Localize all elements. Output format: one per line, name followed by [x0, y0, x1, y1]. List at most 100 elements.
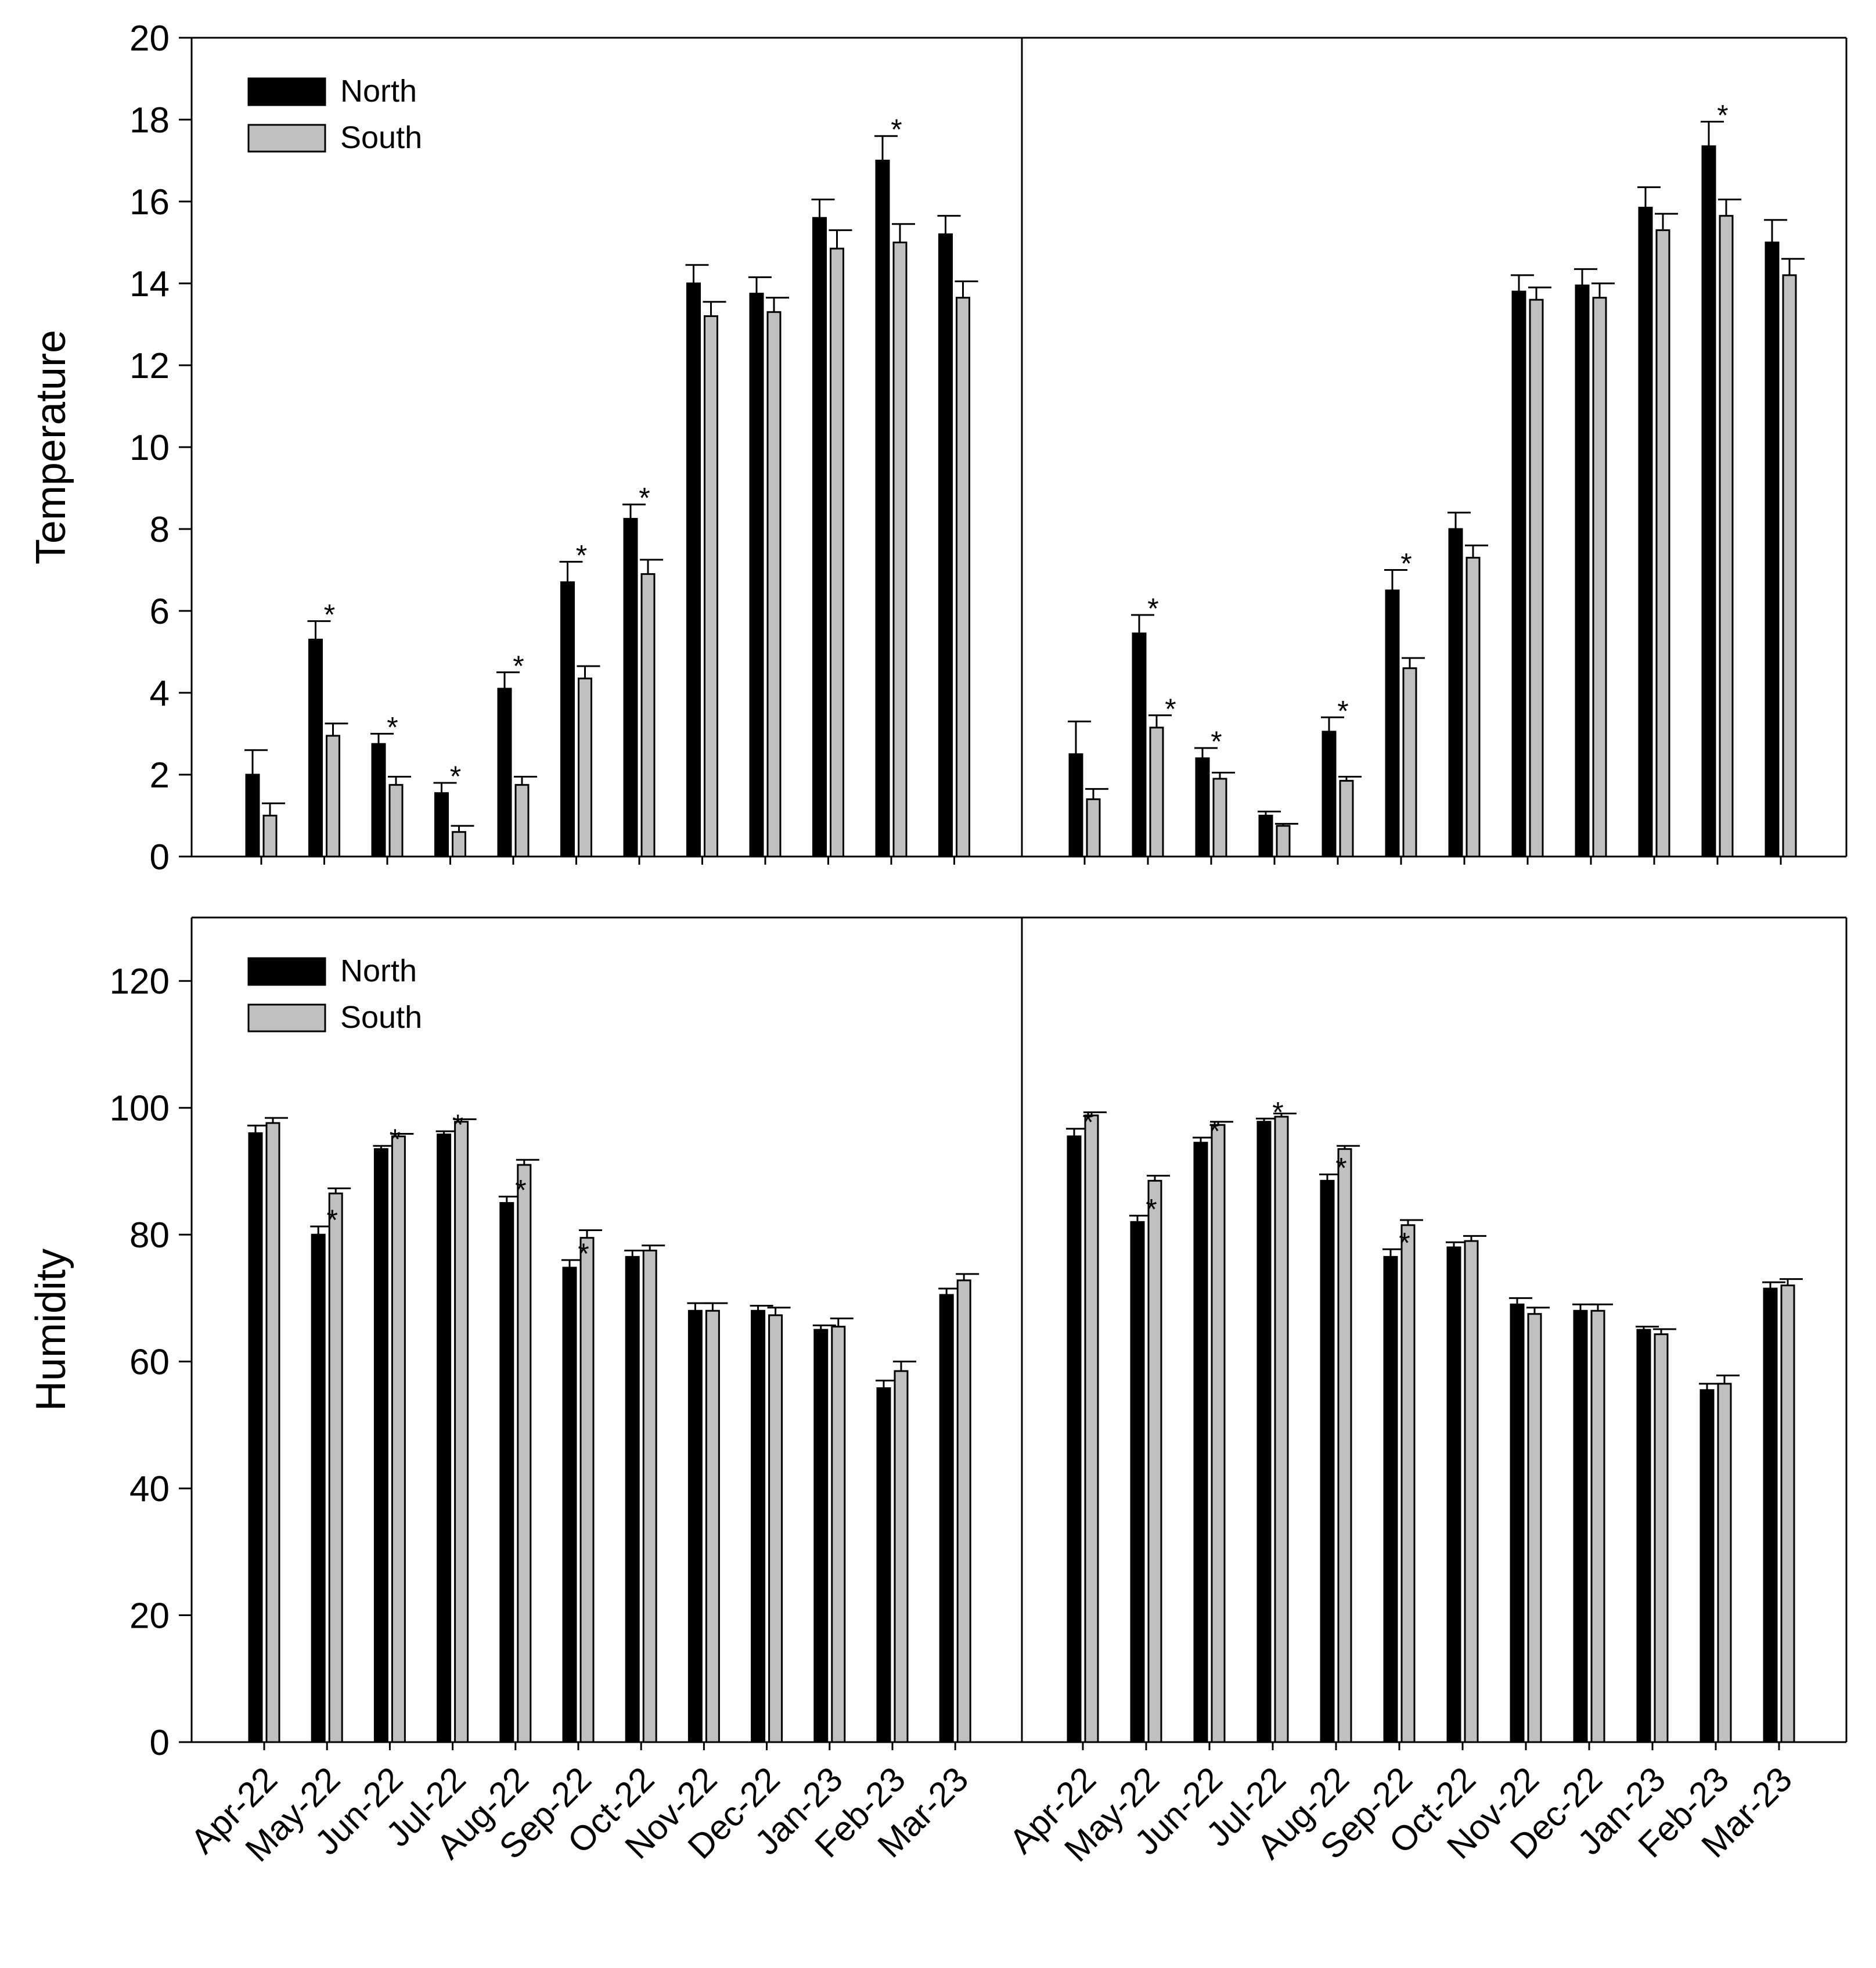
- significance-star: *: [1146, 1193, 1157, 1225]
- bar-north: [1638, 207, 1653, 858]
- y-tick-label: 2: [150, 755, 170, 796]
- y-tick-label: 100: [110, 1089, 170, 1129]
- bar-south: [328, 1192, 343, 1743]
- significance-star: *: [450, 760, 461, 793]
- bar-north: [1067, 1135, 1082, 1743]
- significance-star: *: [1272, 1096, 1283, 1128]
- bar-north: [687, 1309, 703, 1743]
- bar-south: [1655, 229, 1670, 858]
- significance-star: *: [1717, 99, 1728, 132]
- bar-north: [625, 1255, 640, 1743]
- significance-star: *: [515, 1174, 526, 1207]
- bar-north: [1385, 589, 1400, 858]
- bar-north: [1573, 1309, 1588, 1743]
- significance-star: *: [387, 711, 398, 744]
- legend-swatch-south: [247, 124, 326, 153]
- significance-star: *: [1335, 1152, 1346, 1184]
- bar-north: [1258, 815, 1273, 858]
- significance-star: *: [1082, 1106, 1093, 1139]
- bar-south: [326, 735, 340, 858]
- y-tick-label: 4: [150, 674, 170, 714]
- bar-north: [499, 1202, 514, 1743]
- bar-north: [434, 792, 449, 858]
- y-axis-title: Humidity: [28, 1249, 74, 1411]
- bar-north: [1130, 1221, 1145, 1743]
- y-tick-label: 16: [129, 182, 170, 222]
- bar-north: [1193, 1142, 1208, 1743]
- bar-south: [1782, 274, 1797, 858]
- bar-south: [1086, 798, 1101, 858]
- bar-south: [1780, 1285, 1795, 1743]
- significance-star: *: [1209, 1115, 1220, 1147]
- bar-north: [437, 1134, 452, 1743]
- bar-south: [517, 1164, 532, 1743]
- bar-south: [831, 1326, 846, 1743]
- bar-north: [1446, 1246, 1461, 1743]
- bar-north: [1322, 731, 1337, 858]
- bar-south: [1337, 1148, 1352, 1743]
- y-axis-title: Temperature: [28, 330, 74, 564]
- y-tick-label: 40: [129, 1469, 170, 1509]
- y-tick-label: 14: [129, 264, 170, 304]
- y-tick-label: 20: [129, 1596, 170, 1636]
- legend-label-south: South: [340, 120, 422, 155]
- y-tick-label: 0: [150, 837, 170, 877]
- bar-north: [813, 1329, 829, 1743]
- significance-star: *: [1399, 1226, 1410, 1259]
- bar-south: [1274, 1116, 1289, 1743]
- bar-south: [578, 677, 592, 858]
- bar-south: [454, 1121, 469, 1743]
- bar-north: [1510, 1303, 1525, 1743]
- significance-star: *: [1147, 592, 1158, 625]
- bar-south: [1654, 1333, 1669, 1743]
- bar-north: [245, 773, 260, 858]
- bar-south: [894, 1370, 909, 1743]
- bar-south: [768, 1314, 783, 1743]
- bar-north: [371, 743, 386, 858]
- bar-north: [1765, 242, 1780, 858]
- bar-south: [1400, 1224, 1416, 1743]
- bar-north: [812, 217, 827, 858]
- bar-north: [1699, 1389, 1715, 1743]
- bar-south: [1527, 1313, 1542, 1743]
- bar-north: [1132, 632, 1147, 858]
- bar-north: [1511, 290, 1526, 858]
- significance-star: *: [1211, 725, 1222, 758]
- bar-south: [640, 573, 656, 858]
- bar-north: [311, 1233, 326, 1743]
- bar-south: [1276, 825, 1291, 858]
- y-tick-label: 10: [129, 428, 170, 468]
- bar-south: [1149, 726, 1164, 858]
- significance-star: *: [324, 599, 335, 631]
- bar-south: [766, 311, 782, 858]
- significance-star: *: [578, 1237, 589, 1270]
- bar-south: [1339, 780, 1354, 858]
- bar-north: [497, 688, 512, 858]
- y-tick-label: 120: [110, 962, 170, 1002]
- bar-south: [956, 1279, 971, 1743]
- bar-south: [956, 297, 970, 858]
- significance-star: *: [390, 1123, 401, 1156]
- bar-south: [1592, 297, 1607, 858]
- y-tick-label: 60: [129, 1343, 170, 1383]
- y-tick-label: 6: [150, 592, 170, 632]
- significance-star: *: [576, 539, 587, 571]
- bar-north: [938, 233, 953, 858]
- bar-south: [1212, 778, 1227, 858]
- bar-north: [1256, 1121, 1272, 1743]
- significance-star: *: [452, 1109, 463, 1141]
- bar-north: [373, 1148, 388, 1743]
- y-tick-label: 80: [129, 1215, 170, 1255]
- legend-label-north: North: [340, 74, 417, 109]
- bar-north: [562, 1267, 577, 1743]
- bar-north: [751, 1309, 766, 1743]
- bar-north: [1068, 753, 1083, 858]
- bar-south: [1717, 1383, 1732, 1743]
- bar-south: [1402, 667, 1417, 858]
- bar-south: [391, 1135, 406, 1743]
- bar-south: [830, 247, 844, 858]
- significance-star: *: [513, 650, 524, 682]
- bar-south: [1529, 298, 1544, 858]
- bar-south: [265, 1122, 280, 1743]
- y-tick-label: 18: [129, 100, 170, 141]
